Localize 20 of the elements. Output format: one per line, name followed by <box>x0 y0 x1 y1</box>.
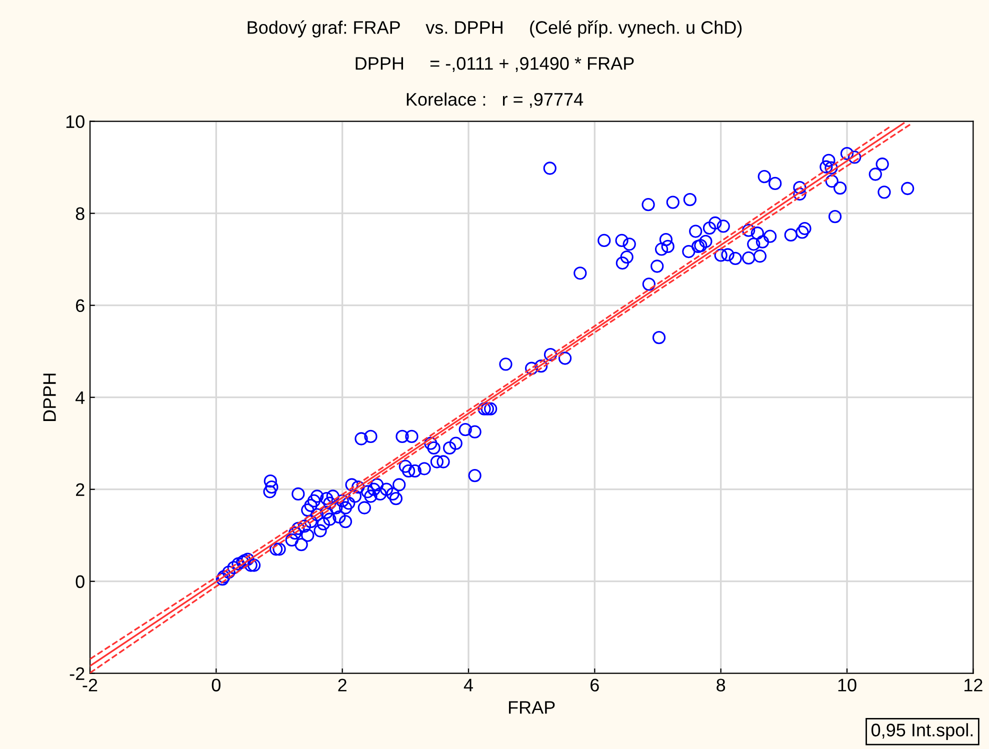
x-tick-label: 0 <box>212 678 220 692</box>
y-tick-label: 2 <box>76 483 84 496</box>
x-tick-label: 12 <box>964 678 982 692</box>
y-tick-label: 6 <box>76 299 84 312</box>
y-tick-label: -2 <box>70 667 84 680</box>
x-tick-label: 10 <box>838 678 856 692</box>
y-tick-label: 8 <box>76 207 84 220</box>
y-tick-label: 4 <box>76 391 85 404</box>
chart-title: Bodový graf: FRAP vs. DPPH (Celé příp. vynech. u ChD) <box>248 20 742 38</box>
x-axis-title: FRAP <box>508 701 555 714</box>
x-tick-label: 4 <box>464 678 473 692</box>
x-tick-label: 6 <box>590 678 599 692</box>
x-tick-label: 8 <box>716 678 726 692</box>
x-tick-label: 2 <box>338 678 346 692</box>
text: Korelace : r = ,97774 <box>406 92 584 108</box>
y-axis-title: DPPH <box>43 374 56 421</box>
y-tick-label: 10 <box>66 115 84 128</box>
y-tick-label: 0 <box>76 575 84 588</box>
text: 0,95 Int.spol. <box>871 723 973 740</box>
chart-subtitle: DPPH = -,0111 + ,91490 * FRAP <box>356 57 634 72</box>
